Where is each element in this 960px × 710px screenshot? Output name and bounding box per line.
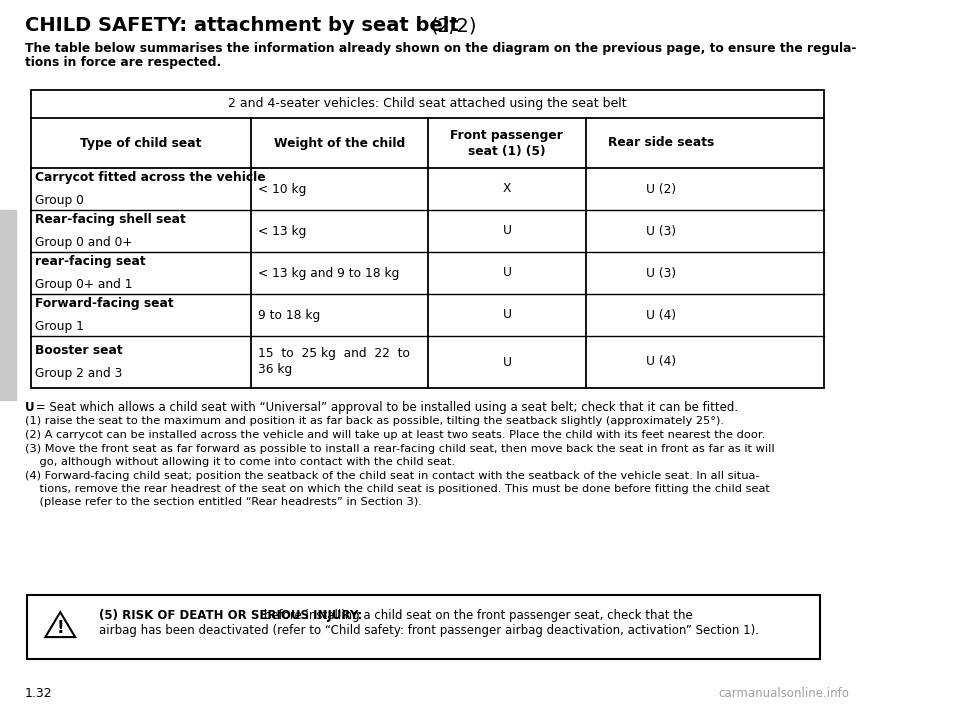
Text: U (4): U (4) bbox=[646, 356, 676, 368]
Bar bbox=[27, 595, 820, 659]
Text: Rear side seats: Rear side seats bbox=[608, 136, 714, 150]
Bar bbox=[0, 210, 16, 400]
Text: The table below summarises the information already shown on the diagram on the p: The table below summarises the informati… bbox=[25, 42, 856, 55]
Text: U: U bbox=[502, 309, 512, 322]
Text: U (2): U (2) bbox=[646, 182, 676, 195]
Text: Group 0+ and 1: Group 0+ and 1 bbox=[36, 278, 132, 291]
Text: Booster seat: Booster seat bbox=[36, 344, 123, 357]
Text: tions in force are respected.: tions in force are respected. bbox=[25, 56, 221, 69]
Text: 9 to 18 kg: 9 to 18 kg bbox=[258, 309, 320, 322]
Text: Front passenger
seat (1) (5): Front passenger seat (1) (5) bbox=[450, 129, 564, 158]
Text: rear-facing seat: rear-facing seat bbox=[36, 255, 146, 268]
Text: Group 0 and 0+: Group 0 and 0+ bbox=[36, 236, 132, 249]
Text: carmanualsonline.info: carmanualsonline.info bbox=[718, 687, 849, 700]
Text: Rear-facing shell seat: Rear-facing shell seat bbox=[36, 213, 186, 226]
Text: airbag has been deactivated (refer to “Child safety: front passenger airbag deac: airbag has been deactivated (refer to “C… bbox=[99, 624, 759, 637]
Text: (1) raise the seat to the maximum and position it as far back as possible, tilti: (1) raise the seat to the maximum and po… bbox=[25, 416, 724, 426]
Text: = Seat which allows a child seat with “Universal” approval to be installed using: = Seat which allows a child seat with “U… bbox=[32, 401, 738, 414]
Text: X: X bbox=[503, 182, 511, 195]
Text: !: ! bbox=[57, 619, 64, 637]
Text: (2/2): (2/2) bbox=[431, 16, 477, 35]
Text: Group 1: Group 1 bbox=[36, 320, 84, 333]
Text: U (4): U (4) bbox=[646, 309, 676, 322]
Text: before installing a child seat on the front passenger seat, check that the: before installing a child seat on the fr… bbox=[260, 609, 693, 622]
Text: U: U bbox=[502, 224, 512, 238]
Text: Carrycot fitted across the vehicle: Carrycot fitted across the vehicle bbox=[36, 171, 266, 184]
Text: Type of child seat: Type of child seat bbox=[81, 136, 202, 150]
Text: 1.32: 1.32 bbox=[25, 687, 53, 700]
Text: 15  to  25 kg  and  22  to
36 kg: 15 to 25 kg and 22 to 36 kg bbox=[258, 347, 410, 376]
Text: Group 2 and 3: Group 2 and 3 bbox=[36, 367, 123, 380]
Text: Weight of the child: Weight of the child bbox=[274, 136, 405, 150]
Text: U: U bbox=[502, 356, 512, 368]
Text: U: U bbox=[502, 266, 512, 280]
Text: < 10 kg: < 10 kg bbox=[258, 182, 306, 195]
Text: (2) A carrycot can be installed across the vehicle and will take up at least two: (2) A carrycot can be installed across t… bbox=[25, 430, 765, 440]
Text: (3) Move the front seat as far forward as possible to install a rear-facing chil: (3) Move the front seat as far forward a… bbox=[25, 444, 775, 466]
Bar bbox=[31, 90, 825, 388]
Text: < 13 kg and 9 to 18 kg: < 13 kg and 9 to 18 kg bbox=[258, 266, 399, 280]
Text: 2 and 4-seater vehicles: Child seat attached using the seat belt: 2 and 4-seater vehicles: Child seat atta… bbox=[228, 97, 627, 111]
Text: U (3): U (3) bbox=[646, 224, 676, 238]
Text: (5) RISK OF DEATH OR SERIOUS INJURY:: (5) RISK OF DEATH OR SERIOUS INJURY: bbox=[99, 609, 363, 622]
Text: (4) Forward-facing child seat; position the seatback of the child seat in contac: (4) Forward-facing child seat; position … bbox=[25, 471, 770, 507]
Text: < 13 kg: < 13 kg bbox=[258, 224, 306, 238]
Text: CHILD SAFETY: attachment by seat belt: CHILD SAFETY: attachment by seat belt bbox=[25, 16, 466, 35]
Text: U (3): U (3) bbox=[646, 266, 676, 280]
Text: Forward-facing seat: Forward-facing seat bbox=[36, 297, 174, 310]
Text: Group 0: Group 0 bbox=[36, 194, 84, 207]
Text: U: U bbox=[25, 401, 35, 414]
